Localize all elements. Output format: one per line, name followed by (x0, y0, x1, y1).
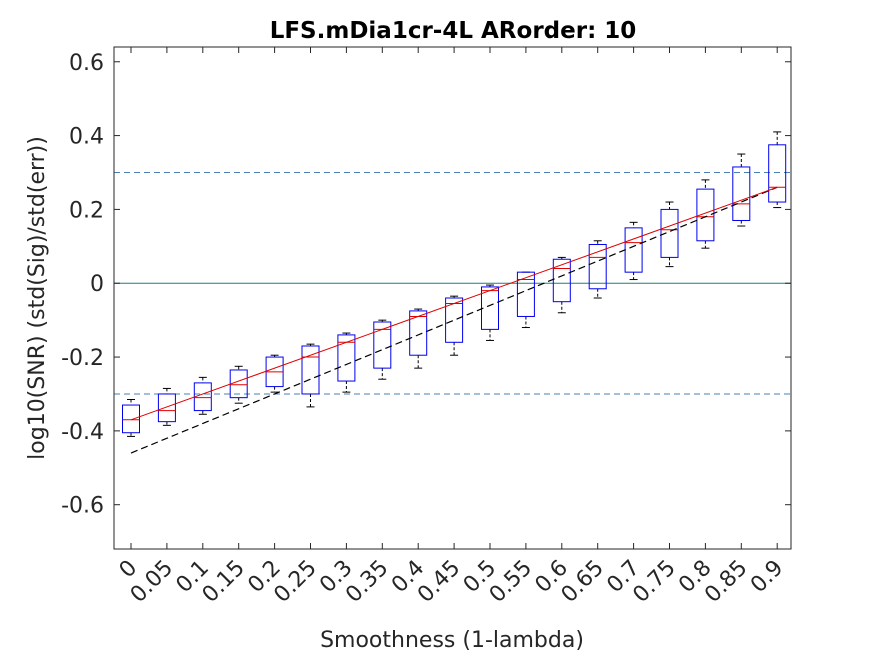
box-iqr (516, 271, 535, 317)
box-item (445, 295, 464, 356)
box-iqr (122, 404, 140, 434)
y-axis-label: log10(SNR) (std(Sig)/std(err)) (25, 136, 50, 460)
box-item (122, 399, 140, 437)
x-tick-label: 0.85 (700, 556, 752, 608)
box-iqr (373, 321, 392, 369)
box-iqr (481, 286, 499, 330)
box-item (229, 365, 248, 404)
plot-frame (113, 46, 792, 550)
box-item (552, 256, 571, 314)
box-item (588, 240, 607, 299)
y-axis-ticks: -0.6 -0.4 -0.2 0 0.2 0.4 0.6 (61, 51, 791, 519)
x-tick-label: 0.15 (198, 556, 250, 608)
box-iqr (337, 334, 356, 382)
box-iqr (301, 345, 320, 395)
box-iqr (588, 243, 607, 290)
box-item (732, 153, 751, 227)
box-iqr (660, 208, 679, 258)
box-item (516, 271, 535, 329)
box-iqr (696, 188, 715, 242)
x-axis-label: Smoothness (1-lambda) (320, 628, 584, 653)
median-trend-line (130, 186, 778, 421)
box-iqr (768, 144, 787, 203)
box-iqr (157, 393, 176, 423)
trend-lines (130, 186, 778, 454)
x-tick-label: 0.05 (126, 556, 178, 608)
x-tick-label: 0.9 (746, 556, 788, 598)
x-tick-label: 0.45 (413, 556, 465, 608)
box-item (660, 201, 679, 268)
y-tick-label: -0.6 (61, 494, 104, 519)
x-tick-label: 0.55 (485, 556, 537, 608)
chart-title: LFS.mDia1cr-4L ARorder: 10 (270, 18, 637, 44)
x-tick-label: 0.25 (269, 556, 321, 608)
box-item (157, 387, 176, 426)
y-tick-label: 0 (90, 272, 104, 297)
x-tick-label: 0.35 (341, 556, 393, 608)
x-tick-label: 0.75 (628, 556, 680, 608)
boxes-group (122, 131, 787, 437)
box-iqr (445, 297, 464, 343)
y-tick-label: -0.4 (61, 420, 104, 445)
box-iqr (409, 310, 428, 356)
box-item (481, 284, 499, 341)
y-tick-label: 0.6 (69, 51, 104, 76)
x-tick-label: 0.65 (557, 556, 609, 608)
fit-line (130, 186, 778, 454)
y-tick-label: 0.4 (69, 125, 104, 150)
y-tick-label: 0.2 (69, 198, 104, 223)
box-iqr (552, 258, 571, 303)
y-tick-label: -0.2 (61, 346, 104, 371)
box-item (265, 354, 284, 393)
box-iqr (732, 166, 751, 221)
reference-lines (114, 172, 791, 395)
